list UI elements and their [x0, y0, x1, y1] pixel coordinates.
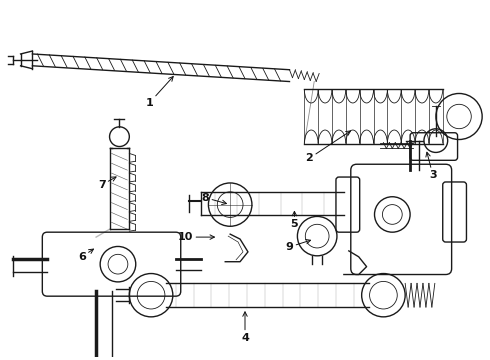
- Text: 6: 6: [78, 249, 94, 262]
- Text: 9: 9: [286, 239, 311, 252]
- Text: 3: 3: [426, 152, 437, 180]
- Text: 5: 5: [291, 211, 298, 229]
- Text: 4: 4: [241, 312, 249, 342]
- Text: 1: 1: [145, 77, 173, 108]
- Text: 7: 7: [98, 177, 116, 190]
- Text: 2: 2: [305, 131, 350, 163]
- Text: 8: 8: [201, 193, 226, 204]
- Text: 10: 10: [178, 232, 215, 242]
